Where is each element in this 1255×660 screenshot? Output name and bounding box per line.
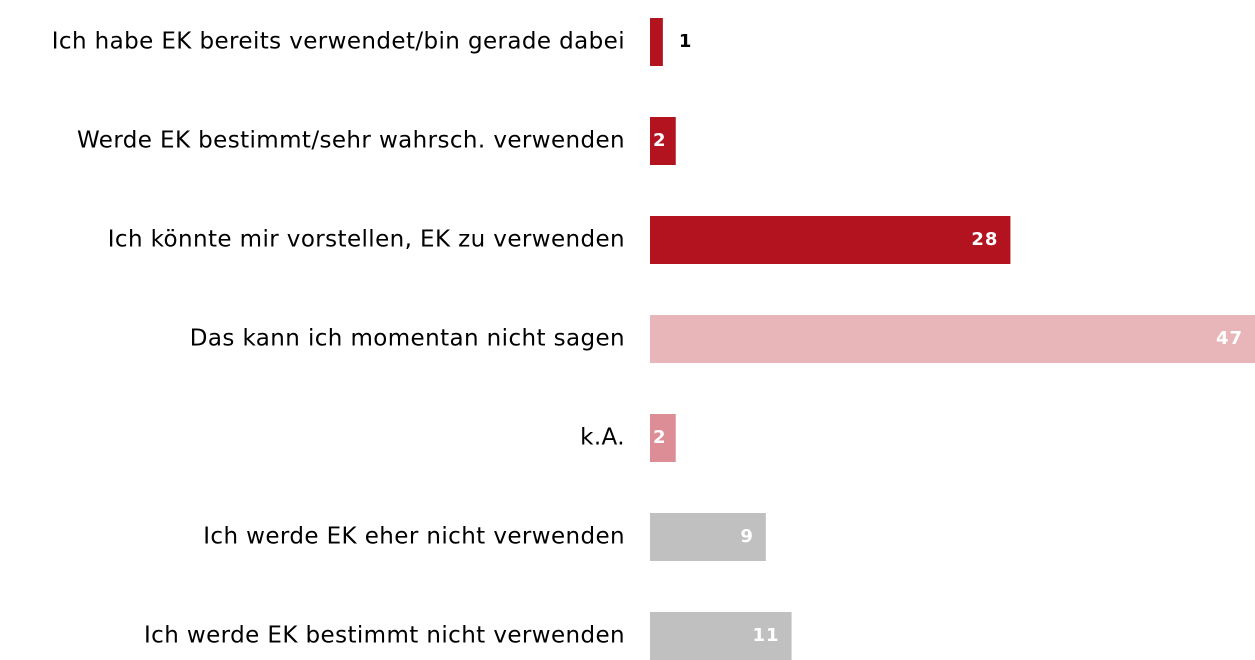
bar [650, 117, 676, 165]
category-label: Ich werde EK bestimmt nicht verwenden [144, 622, 625, 649]
bar [650, 414, 676, 462]
value-label: 1 [679, 31, 693, 52]
bar [650, 315, 1255, 363]
category-label: Ich werde EK eher nicht verwenden [203, 523, 625, 550]
value-label: 47 [1216, 328, 1243, 349]
category-label: Ich habe EK bereits verwendet/bin gerade… [51, 28, 625, 55]
category-label: Das kann ich momentan nicht sagen [189, 325, 625, 352]
category-label: Werde EK bestimmt/sehr wahrsch. verwende… [76, 127, 625, 154]
value-label: 2 [653, 427, 667, 448]
bar [650, 216, 1011, 264]
value-label: 2 [653, 130, 667, 151]
bar [650, 513, 766, 561]
category-label: Ich könnte mir vorstellen, EK zu verwend… [107, 226, 625, 253]
value-label: 9 [740, 526, 754, 547]
bar [650, 18, 663, 66]
category-label: k.A. [580, 424, 625, 451]
value-label: 28 [971, 229, 998, 250]
bar [650, 612, 792, 660]
value-label: 11 [753, 625, 780, 646]
